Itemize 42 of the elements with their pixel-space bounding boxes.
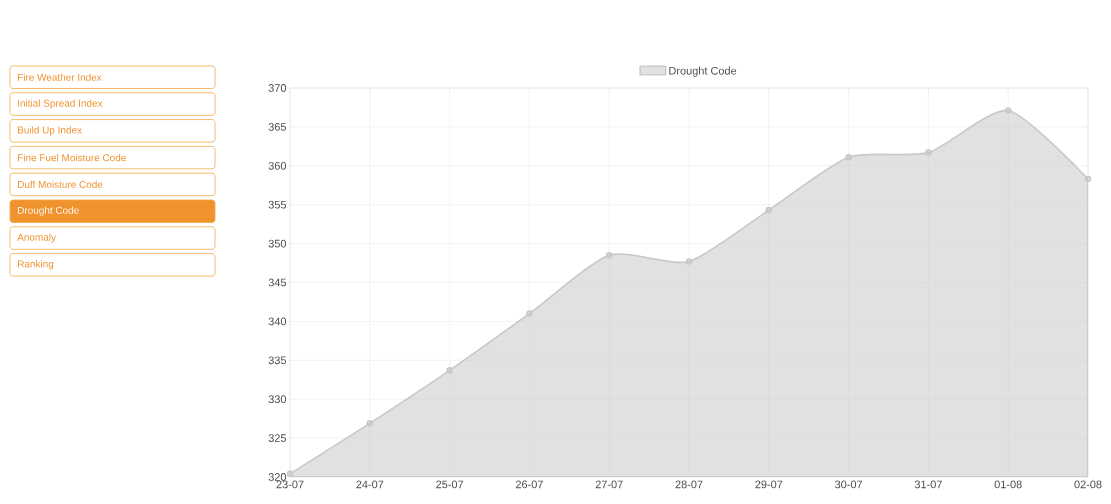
x-tick-label: 23-07 [276, 480, 304, 489]
x-tick-label: 29-07 [755, 480, 783, 489]
text: Drought Code [18, 206, 79, 216]
x-tick-label: 27-07 [595, 480, 623, 489]
x-tick-label: 25-07 [436, 480, 464, 489]
point [1084, 175, 1092, 183]
x-tick-label: 28-07 [675, 480, 703, 489]
text: Fire Weather Index [18, 73, 102, 81]
x-tick-label: 30-07 [835, 480, 863, 489]
point [366, 420, 374, 427]
y-tick-label: 330 [268, 395, 287, 404]
x-tick-label: 31-07 [914, 480, 942, 489]
x-tick-label: 24-07 [356, 480, 384, 489]
point [286, 470, 294, 478]
point [446, 367, 453, 374]
y-tick-label: 320 [268, 473, 287, 481]
text: Ranking [18, 260, 54, 270]
point [1004, 107, 1012, 114]
legend-label: Drought Code [669, 66, 737, 77]
y-tick-label: 345 [268, 278, 287, 287]
y-tick-label: 335 [268, 356, 287, 365]
x-tick-label: 02-08 [1074, 480, 1102, 489]
y-tick-label: 370 [268, 84, 287, 92]
point [765, 206, 773, 214]
text: Initial Spread Index [18, 99, 103, 109]
y-tick-label: 355 [268, 200, 287, 209]
y-tick-label: 350 [268, 239, 287, 248]
text: Fine Fuel Moisture Code [18, 153, 126, 162]
y-tick-label: 360 [268, 161, 287, 170]
text: Duff Moisture Code [18, 180, 103, 189]
text: Anomaly [17, 233, 56, 243]
y-tick-label: 340 [268, 317, 287, 326]
point [605, 251, 613, 259]
x-tick-label: 01-08 [994, 480, 1022, 489]
point [925, 149, 932, 156]
y-tick-label: 365 [268, 123, 287, 131]
y-tick-label: 325 [268, 434, 287, 442]
text: Build Up Index [18, 126, 82, 136]
point [685, 258, 693, 265]
x-tick-label: 26-07 [515, 480, 543, 489]
point [526, 310, 533, 317]
point [845, 153, 852, 161]
